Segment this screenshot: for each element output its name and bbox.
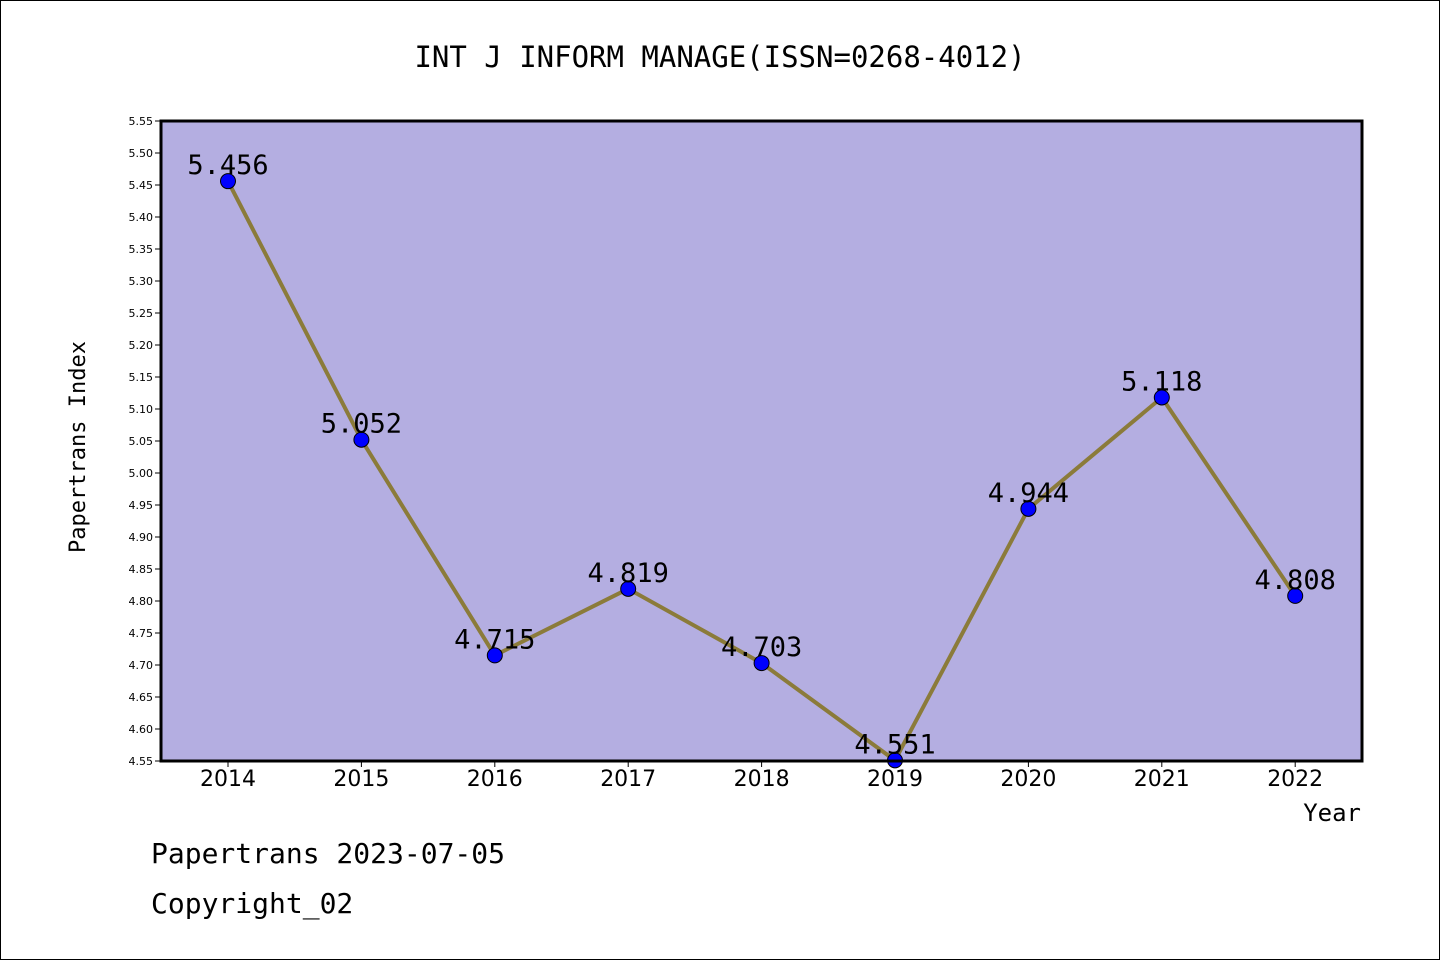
y-tick-label: 4.55 xyxy=(129,755,154,768)
data-point-marker xyxy=(1153,389,1170,406)
y-tick-label: 5.00 xyxy=(129,467,154,480)
x-tick-label: 2019 xyxy=(867,767,923,792)
x-tick-label: 2021 xyxy=(1134,767,1190,792)
y-tick-label: 5.35 xyxy=(129,243,154,256)
y-tick-label: 4.60 xyxy=(129,723,154,736)
data-point-marker xyxy=(486,647,503,664)
footer-copyright-text: Copyright_02 xyxy=(151,887,354,920)
y-tick-label: 4.90 xyxy=(129,531,154,544)
x-tick-label: 2015 xyxy=(333,767,389,792)
data-label: 5.456 xyxy=(187,150,268,181)
x-tick-label: 2020 xyxy=(1000,767,1056,792)
data-point-marker xyxy=(753,655,770,672)
y-tick-label: 4.95 xyxy=(129,499,154,512)
data-point-marker xyxy=(1287,587,1304,604)
footer-date-text: Papertrans 2023-07-05 xyxy=(151,837,506,870)
x-tick-label: 2022 xyxy=(1267,767,1323,792)
data-label: 5.052 xyxy=(321,409,402,440)
data-label: 4.944 xyxy=(988,478,1069,509)
y-tick-label: 5.25 xyxy=(129,307,154,320)
data-point-marker xyxy=(1020,500,1037,517)
y-tick-label: 5.10 xyxy=(129,403,154,416)
y-tick-label: 4.80 xyxy=(129,595,154,608)
plot-frame xyxy=(159,119,1364,763)
y-tick-label: 4.70 xyxy=(129,659,154,672)
y-tick-label: 4.75 xyxy=(129,627,154,640)
data-point-marker xyxy=(620,580,637,597)
y-tick-label: 5.30 xyxy=(129,275,154,288)
y-axis-title: Papertrans Index xyxy=(66,341,91,553)
data-label: 5.118 xyxy=(1121,366,1202,397)
y-tick-label: 5.20 xyxy=(129,339,154,352)
data-point-marker xyxy=(220,173,236,190)
data-label: 4.551 xyxy=(854,729,935,760)
y-tick-label: 4.85 xyxy=(129,563,154,576)
data-label: 4.819 xyxy=(588,558,669,589)
data-label: 4.715 xyxy=(454,624,535,655)
y-tick-label: 4.65 xyxy=(129,691,154,704)
x-tick-label: 2017 xyxy=(600,767,656,792)
y-tick-label: 5.40 xyxy=(129,211,154,224)
y-tick-label: 5.50 xyxy=(129,147,154,160)
y-tick-label: 5.15 xyxy=(129,371,154,384)
chart-title: INT J INFORM MANAGE(ISSN=0268-4012) xyxy=(414,40,1025,74)
data-point-marker xyxy=(353,431,370,448)
data-label: 4.703 xyxy=(721,632,802,663)
x-axis-title: Year xyxy=(1303,799,1361,827)
plot-area: 4.55 4.60 4.65 4.70 4.75 4.80 4.85 4.90 4.95 5.00… xyxy=(129,115,1364,792)
y-tick-label: 5.55 xyxy=(129,115,154,128)
y-tick-label: 5.45 xyxy=(129,179,154,192)
y-tick-label: 5.05 xyxy=(129,435,154,448)
x-tick-label: 2014 xyxy=(200,767,256,792)
data-label: 4.808 xyxy=(1255,565,1336,596)
x-tick-label: 2018 xyxy=(734,767,790,792)
x-tick-label: 2016 xyxy=(467,767,523,792)
